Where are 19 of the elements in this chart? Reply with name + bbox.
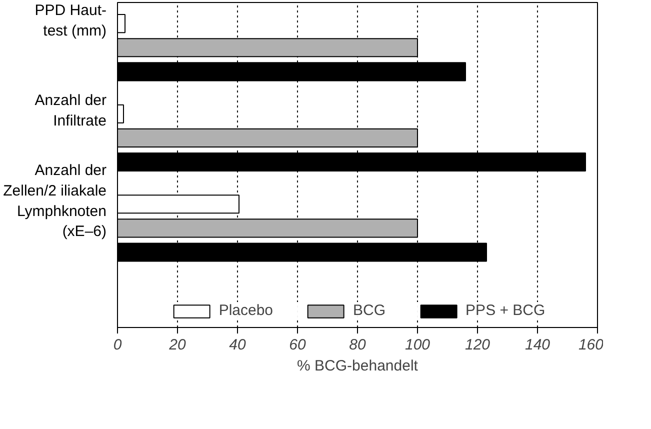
x-tick-label: 20: [168, 336, 186, 354]
x-axis-title: % BCG-behandelt: [297, 358, 419, 374]
bar: [118, 14, 126, 34]
x-tick-label: 60: [289, 336, 306, 354]
x-tick-label: 40: [229, 336, 246, 354]
x-tick-label: 0: [113, 336, 122, 354]
bar: [118, 104, 124, 124]
x-tick-label: 160: [578, 336, 604, 354]
legend-label: BCG: [353, 302, 386, 319]
x-tick-label: 100: [404, 336, 431, 354]
x-tick-label: 120: [464, 336, 491, 354]
y-tick-label: Anzahl der Infiltrate: [34, 92, 107, 130]
legend-label: PPS + BCG: [466, 302, 546, 319]
bar: [118, 194, 240, 214]
x-tick-label: 80: [349, 336, 366, 354]
legend-label: Placebo: [218, 302, 274, 319]
y-tick-label: PPD Haut- test (mm): [34, 2, 107, 40]
x-tick-label: 140: [524, 336, 551, 354]
y-tick-label: Anzahl der Zellen/2 iliakale Lymphknoten (xE–6): [3, 162, 107, 240]
